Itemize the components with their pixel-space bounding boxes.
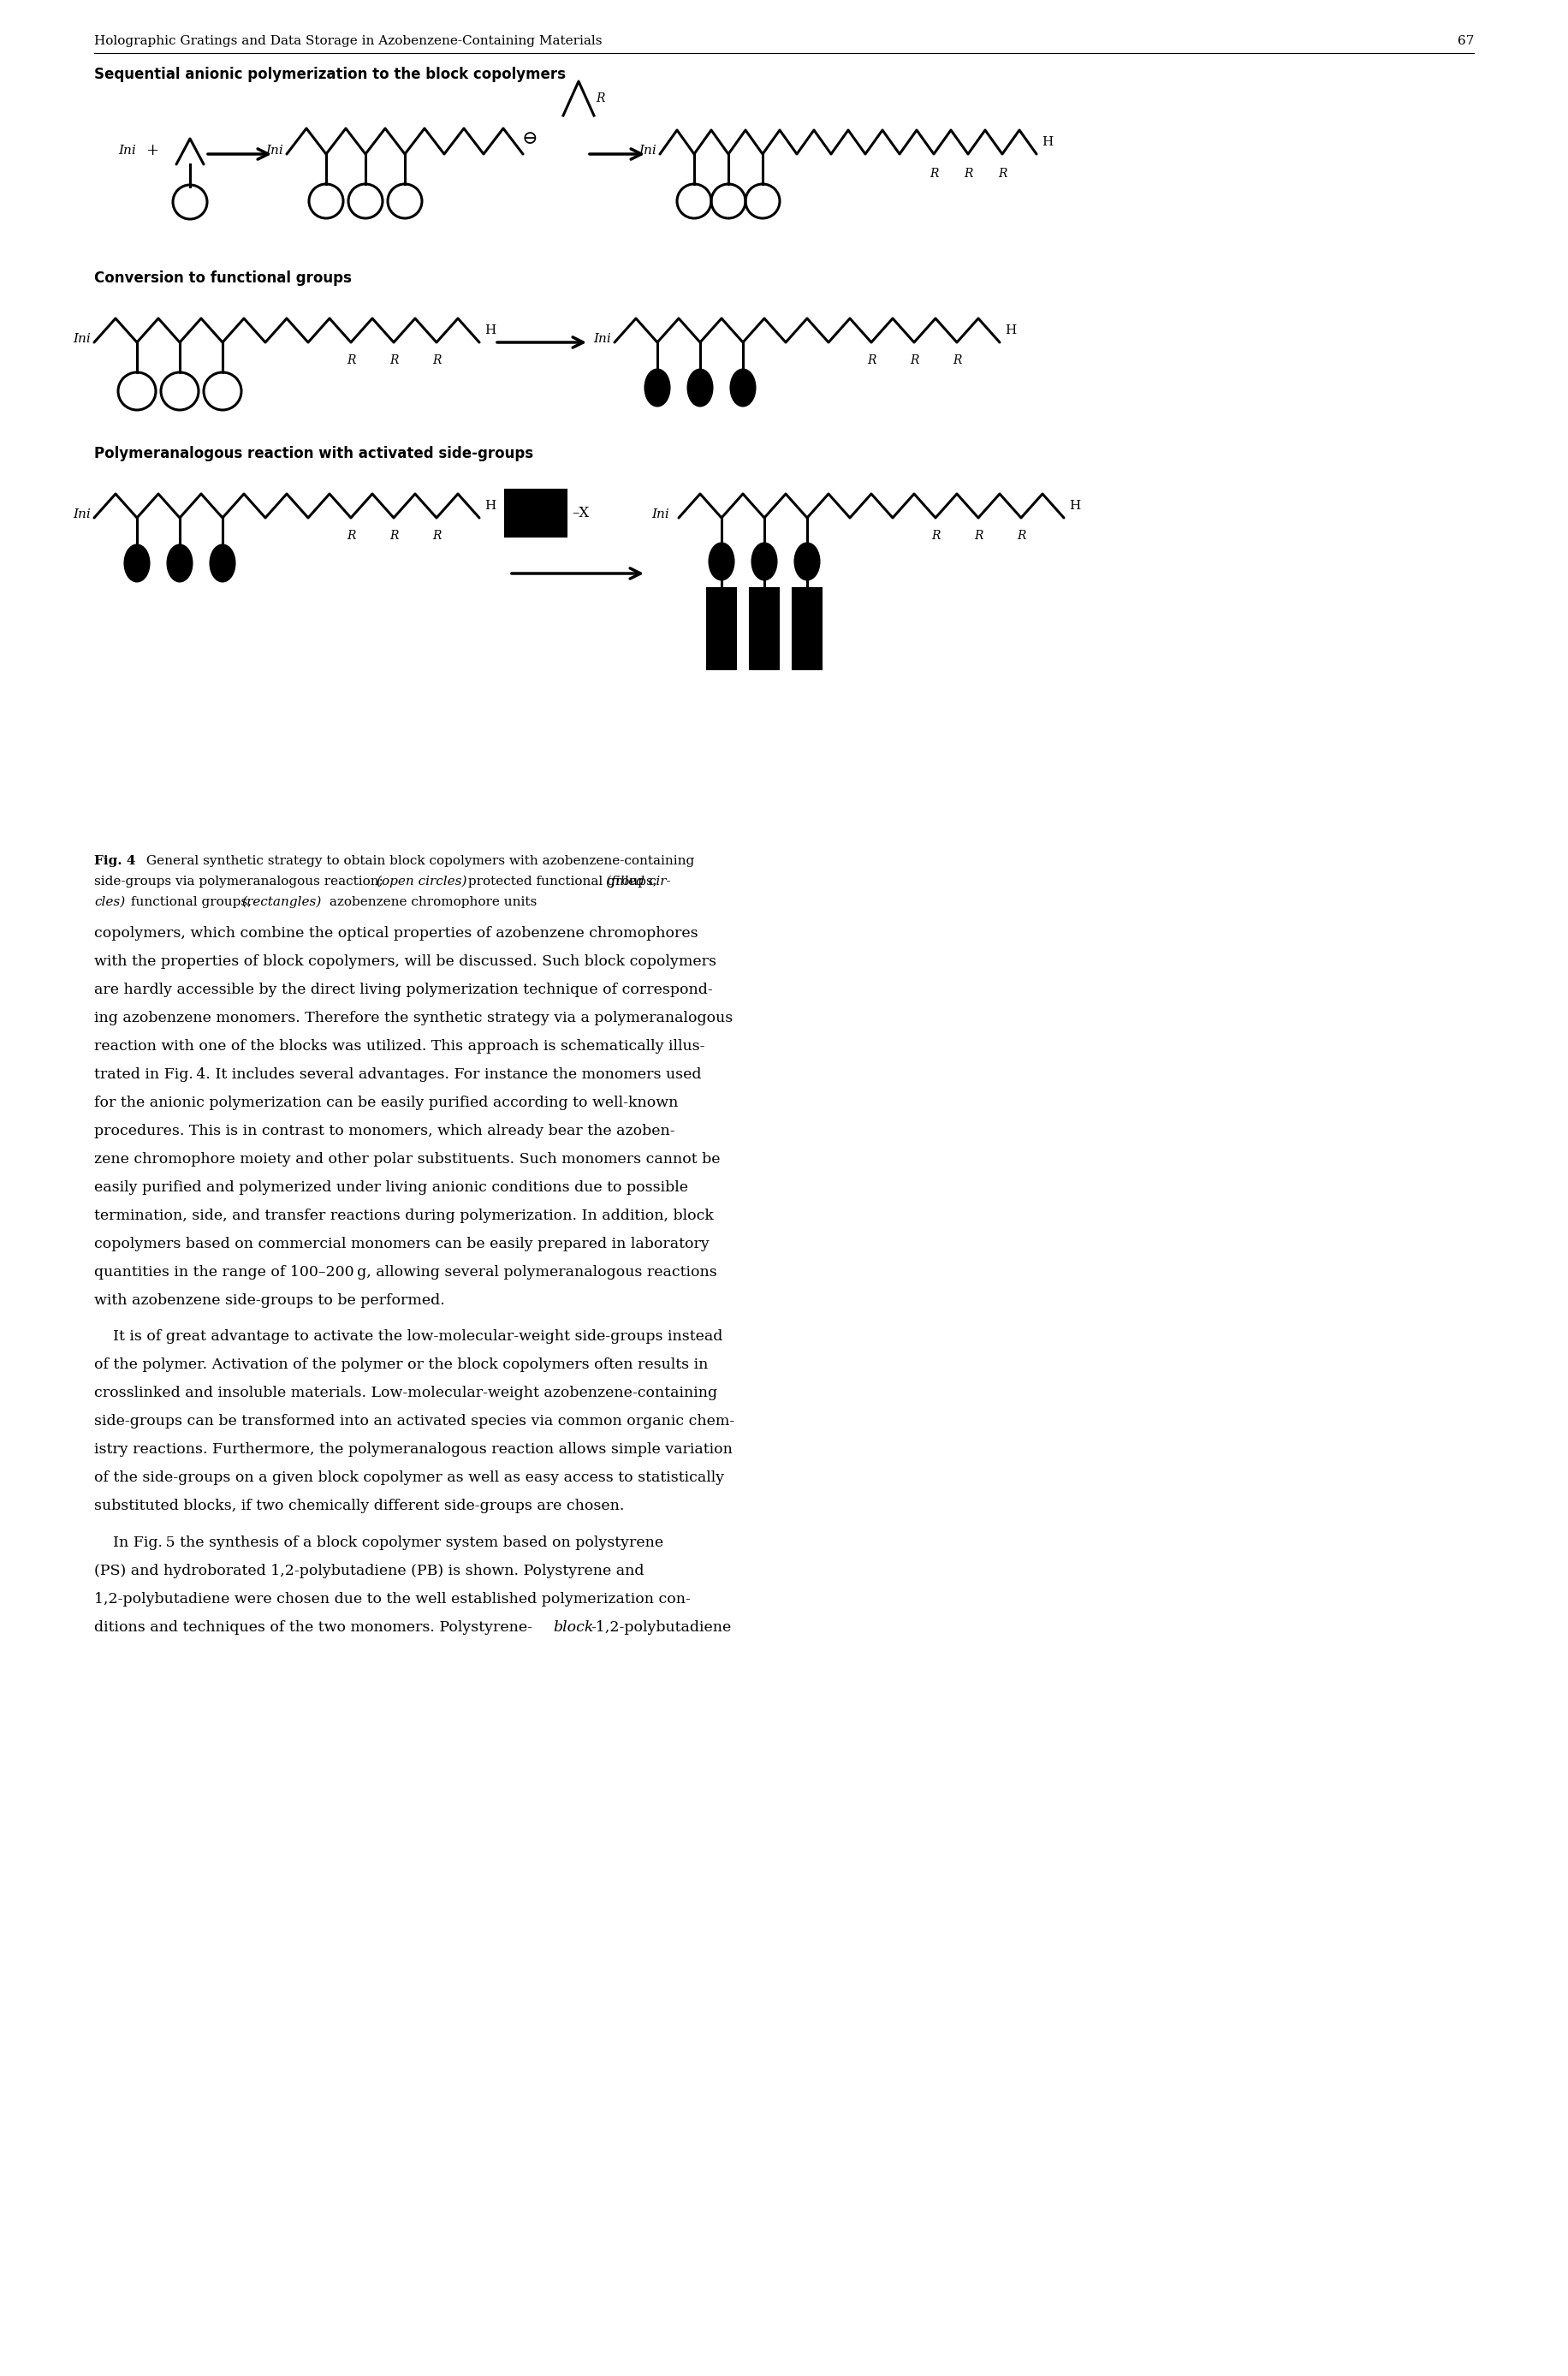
Text: Polymeranalogous reaction with activated side-groups: Polymeranalogous reaction with activated…	[94, 447, 533, 461]
Text: zene chromophore moiety and other polar substituents. Such monomers cannot be: zene chromophore moiety and other polar …	[94, 1152, 720, 1167]
Text: R: R	[867, 354, 877, 366]
Text: ⊖: ⊖	[522, 128, 538, 147]
Text: R: R	[930, 169, 938, 181]
Text: 1,2-polybutadiene were chosen due to the well established polymerization con-: 1,2-polybutadiene were chosen due to the…	[94, 1592, 690, 1606]
Ellipse shape	[210, 544, 235, 582]
Text: of the polymer. Activation of the polymer or the block copolymers often results : of the polymer. Activation of the polyme…	[94, 1357, 709, 1371]
Ellipse shape	[646, 371, 670, 406]
Bar	[505, 489, 566, 537]
Ellipse shape	[710, 544, 734, 580]
Bar	[707, 587, 735, 670]
Text: Ini: Ini	[74, 508, 91, 520]
Text: R: R	[596, 93, 605, 105]
Text: reaction with one of the blocks was utilized. This approach is schematically ill: reaction with one of the blocks was util…	[94, 1038, 706, 1053]
Text: R: R	[909, 354, 919, 366]
Text: for the anionic polymerization can be easily purified according to well-known: for the anionic polymerization can be ea…	[94, 1095, 679, 1110]
Text: ditions and techniques of the two monomers. Polystyrene-: ditions and techniques of the two monome…	[94, 1620, 533, 1635]
Text: azobenzene chromophore units: azobenzene chromophore units	[325, 896, 536, 908]
Text: R: R	[347, 354, 356, 366]
Text: H: H	[485, 499, 495, 511]
Text: procedures. This is in contrast to monomers, which already bear the azoben-: procedures. This is in contrast to monom…	[94, 1124, 674, 1138]
Text: side-groups via polymeranalogous reaction;: side-groups via polymeranalogous reactio…	[94, 877, 387, 889]
Text: copolymers based on commercial monomers can be easily prepared in laboratory: copolymers based on commercial monomers …	[94, 1238, 709, 1252]
Text: trated in Fig. 4. It includes several advantages. For instance the monomers used: trated in Fig. 4. It includes several ad…	[94, 1067, 701, 1081]
Text: Ini: Ini	[118, 145, 136, 157]
Text: functional groups,: functional groups,	[127, 896, 256, 908]
Text: R: R	[389, 354, 398, 366]
Text: 67: 67	[1457, 36, 1474, 48]
Text: H: H	[1041, 135, 1054, 147]
Bar	[750, 587, 779, 670]
Text: General synthetic strategy to obtain block copolymers with azobenzene-containing: General synthetic strategy to obtain blo…	[143, 855, 695, 867]
Text: (PS) and hydroborated 1,2-polybutadiene (PB) is shown. Polystyrene and: (PS) and hydroborated 1,2-polybutadiene …	[94, 1563, 644, 1578]
Text: substituted blocks, if two chemically different side-groups are chosen.: substituted blocks, if two chemically di…	[94, 1499, 624, 1514]
Text: H: H	[1005, 326, 1016, 337]
Ellipse shape	[795, 544, 818, 580]
Text: Ini: Ini	[265, 145, 284, 157]
Text: with azobenzene side-groups to be performed.: with azobenzene side-groups to be perfor…	[94, 1293, 445, 1307]
Text: Ini: Ini	[593, 333, 612, 345]
Text: Ini: Ini	[651, 508, 670, 520]
Text: Fig. 4: Fig. 4	[94, 855, 136, 867]
Text: (filled cir-: (filled cir-	[605, 874, 671, 889]
Text: R: R	[389, 530, 398, 542]
Text: are hardly accessible by the direct living polymerization technique of correspon: are hardly accessible by the direct livi…	[94, 984, 713, 998]
Text: Ini: Ini	[74, 333, 91, 345]
Bar	[792, 587, 822, 670]
Text: R: R	[997, 169, 1007, 181]
Text: R: R	[974, 530, 983, 542]
Ellipse shape	[125, 544, 149, 582]
Text: of the side-groups on a given block copolymer as well as easy access to statisti: of the side-groups on a given block copo…	[94, 1471, 724, 1485]
Text: side-groups can be transformed into an activated species via common organic chem: side-groups can be transformed into an a…	[94, 1414, 734, 1428]
Text: Sequential anionic polymerization to the block copolymers: Sequential anionic polymerization to the…	[94, 67, 566, 83]
Text: R: R	[433, 354, 441, 366]
Text: termination, side, and transfer reactions during polymerization. In addition, bl: termination, side, and transfer reaction…	[94, 1209, 713, 1224]
Text: R: R	[433, 530, 441, 542]
Text: R: R	[1016, 530, 1025, 542]
Text: cles): cles)	[94, 896, 125, 908]
Text: block: block	[554, 1620, 593, 1635]
Ellipse shape	[731, 371, 754, 406]
Text: Conversion to functional groups: Conversion to functional groups	[94, 271, 351, 285]
Text: (open circles): (open circles)	[376, 874, 467, 889]
Text: It is of great advantage to activate the low-molecular-weight side-groups instea: It is of great advantage to activate the…	[94, 1328, 723, 1345]
Ellipse shape	[168, 544, 191, 582]
Ellipse shape	[753, 544, 776, 580]
Text: ing azobenzene monomers. Therefore the synthetic strategy via a polymeranalogous: ing azobenzene monomers. Therefore the s…	[94, 1010, 732, 1026]
Text: istry reactions. Furthermore, the polymeranalogous reaction allows simple variat: istry reactions. Furthermore, the polyme…	[94, 1442, 732, 1456]
Text: R: R	[347, 530, 356, 542]
Text: R: R	[952, 354, 961, 366]
Text: H: H	[485, 326, 495, 337]
Text: Holographic Gratings and Data Storage in Azobenzene-Containing Materials: Holographic Gratings and Data Storage in…	[94, 36, 602, 48]
Text: (rectangles): (rectangles)	[241, 896, 321, 908]
Text: R: R	[931, 530, 939, 542]
Text: protected functional groups,: protected functional groups,	[464, 877, 662, 889]
Text: with the properties of block copolymers, will be discussed. Such block copolymer: with the properties of block copolymers,…	[94, 955, 717, 969]
Text: easily purified and polymerized under living anionic conditions due to possible: easily purified and polymerized under li…	[94, 1181, 688, 1195]
Text: R: R	[963, 169, 972, 181]
Text: In Fig. 5 the synthesis of a block copolymer system based on polystyrene: In Fig. 5 the synthesis of a block copol…	[94, 1535, 663, 1549]
Text: –X: –X	[572, 506, 590, 520]
Text: quantities in the range of 100–200 g, allowing several polymeranalogous reaction: quantities in the range of 100–200 g, al…	[94, 1264, 717, 1281]
Text: H: H	[1069, 499, 1080, 511]
Ellipse shape	[688, 371, 712, 406]
Text: copolymers, which combine the optical properties of azobenzene chromophores: copolymers, which combine the optical pr…	[94, 927, 698, 941]
Text: -1,2-polybutadiene: -1,2-polybutadiene	[591, 1620, 731, 1635]
Text: +: +	[146, 143, 158, 159]
Text: Ini: Ini	[638, 145, 657, 157]
Text: crosslinked and insoluble materials. Low-molecular-weight azobenzene-containing: crosslinked and insoluble materials. Low…	[94, 1385, 717, 1399]
